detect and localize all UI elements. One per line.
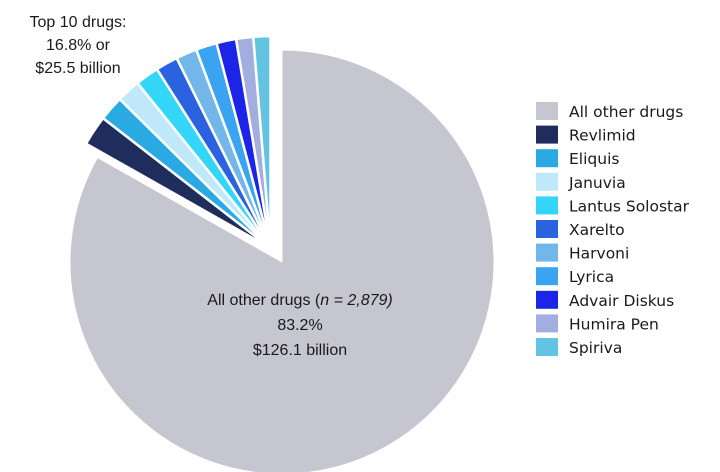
- legend-swatch-advair-diskus: [536, 290, 558, 309]
- legend-label-revlimid: Revlimid: [569, 127, 636, 145]
- top10-line-3: $25.5 billion: [35, 60, 120, 77]
- pie-slice-all-other-drugs: [69, 49, 495, 472]
- legend-label-humira-pen: Humira Pen: [569, 315, 659, 333]
- legend-label-all-other-drugs: All other drugs: [569, 103, 683, 121]
- legend-label-spiriva: Spiriva: [569, 339, 622, 357]
- legend-swatch-harvoni: [536, 243, 558, 262]
- legend: All other drugs Revlimid Eliquis Januvia Lan…: [536, 102, 690, 357]
- legend-label-eliquis: Eliquis: [569, 150, 619, 168]
- legend-label-advair-diskus: Advair Diskus: [569, 292, 674, 310]
- other-line-1-italic: n = 2,879): [320, 292, 393, 309]
- legend-swatch-xarelto: [536, 220, 558, 238]
- legend-label-lyrica: Lyrica: [569, 268, 614, 286]
- legend-swatch-spiriva: [536, 338, 558, 356]
- top10-line-1: Top 10 drugs:: [30, 14, 127, 31]
- legend-swatch-januvia: [536, 172, 558, 191]
- pie-slice-spiriva: [252, 34, 272, 250]
- top10-annotation: Top 10 drugs: 16.8% or $25.5 billion: [30, 14, 127, 77]
- legend-swatch-humira-pen: [536, 314, 558, 333]
- top10-line-2: 16.8% or: [46, 37, 111, 54]
- other-line-2: 83.2%: [277, 317, 322, 334]
- other-line-1-prefix: All other drugs (: [207, 292, 321, 309]
- pie-slices: [69, 34, 495, 472]
- other-line-3: $126.1 billion: [253, 342, 347, 359]
- legend-label-xarelto: Xarelto: [569, 221, 625, 239]
- legend-swatch-all-other-drugs: [536, 102, 558, 120]
- legend-swatch-revlimid: [536, 125, 558, 144]
- legend-swatch-lantus-solostar: [536, 196, 558, 215]
- legend-label-januvia: Januvia: [568, 174, 626, 192]
- legend-swatch-eliquis: [536, 149, 558, 168]
- legend-label-harvoni: Harvoni: [569, 245, 629, 263]
- other-line-1: All other drugs (n = 2,879): [207, 292, 392, 309]
- other-annotation: All other drugs (n = 2,879) 83.2% $126.1…: [207, 292, 392, 359]
- legend-label-lantus-solostar: Lantus Solostar: [569, 197, 690, 215]
- legend-swatch-lyrica: [536, 267, 558, 286]
